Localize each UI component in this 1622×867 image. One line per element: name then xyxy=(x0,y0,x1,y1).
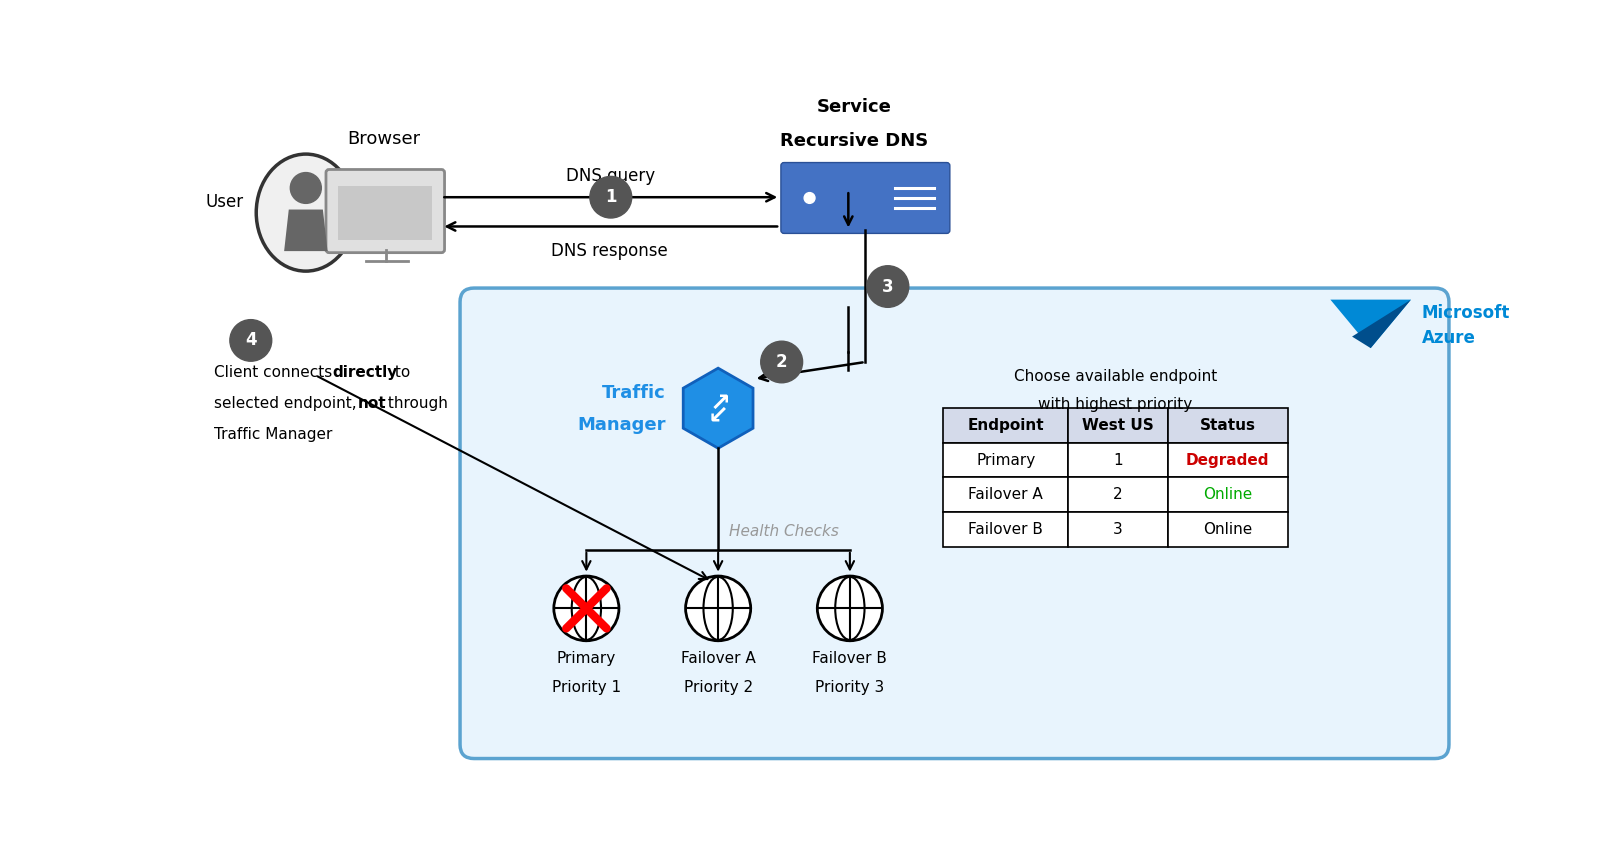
Text: Priority 1: Priority 1 xyxy=(551,680,621,695)
Text: directly: directly xyxy=(333,365,397,380)
Text: Endpoint: Endpoint xyxy=(967,418,1045,433)
Polygon shape xyxy=(1353,300,1411,349)
Bar xyxy=(1168,478,1288,512)
FancyBboxPatch shape xyxy=(461,288,1448,759)
Text: Choose available endpoint: Choose available endpoint xyxy=(1014,368,1216,383)
Circle shape xyxy=(805,192,814,204)
FancyBboxPatch shape xyxy=(780,162,950,233)
Circle shape xyxy=(817,576,882,641)
Text: DNS response: DNS response xyxy=(551,242,668,260)
Text: Failover A: Failover A xyxy=(968,487,1043,502)
Circle shape xyxy=(553,576,620,641)
Text: 2: 2 xyxy=(1113,487,1122,502)
Bar xyxy=(1069,478,1168,512)
Bar xyxy=(1069,443,1168,478)
Bar xyxy=(1168,408,1288,443)
Bar xyxy=(1168,443,1288,478)
Circle shape xyxy=(590,176,631,218)
Text: Failover B: Failover B xyxy=(813,651,887,666)
Text: Browser: Browser xyxy=(347,130,420,148)
Polygon shape xyxy=(284,210,328,251)
Text: DNS query: DNS query xyxy=(566,166,655,185)
Bar xyxy=(942,478,1069,512)
Text: User: User xyxy=(206,192,243,211)
Bar xyxy=(1069,512,1168,547)
Text: selected endpoint,: selected endpoint, xyxy=(214,396,362,411)
Text: 3: 3 xyxy=(882,277,894,296)
Text: Status: Status xyxy=(1200,418,1255,433)
Text: Traffic: Traffic xyxy=(602,384,665,401)
Ellipse shape xyxy=(256,154,355,271)
Text: through: through xyxy=(383,396,448,411)
Text: Online: Online xyxy=(1204,522,1252,537)
Circle shape xyxy=(230,320,272,362)
Bar xyxy=(1168,512,1288,547)
Text: West US: West US xyxy=(1082,418,1153,433)
Bar xyxy=(1069,408,1168,443)
FancyBboxPatch shape xyxy=(326,169,444,252)
Circle shape xyxy=(866,266,908,307)
Text: Health Checks: Health Checks xyxy=(728,524,839,539)
Text: Traffic Manager: Traffic Manager xyxy=(214,427,333,441)
Text: Client connects: Client connects xyxy=(214,365,337,380)
Text: Online: Online xyxy=(1204,487,1252,502)
Bar xyxy=(942,408,1069,443)
Text: to: to xyxy=(391,365,410,380)
Circle shape xyxy=(761,342,803,382)
Text: 1: 1 xyxy=(1113,453,1122,467)
Text: 1: 1 xyxy=(605,188,616,206)
Text: Priority 3: Priority 3 xyxy=(816,680,884,695)
Polygon shape xyxy=(1330,300,1411,349)
Text: Microsoft: Microsoft xyxy=(1422,304,1510,323)
Text: Primary: Primary xyxy=(556,651,616,666)
Text: ↗: ↗ xyxy=(709,392,730,415)
Text: Service: Service xyxy=(816,98,890,115)
Polygon shape xyxy=(683,368,753,448)
Text: Failover B: Failover B xyxy=(968,522,1043,537)
Circle shape xyxy=(290,173,321,204)
Bar xyxy=(942,512,1069,547)
Text: ↙: ↙ xyxy=(707,404,728,428)
Text: with highest priority: with highest priority xyxy=(1038,397,1192,412)
Bar xyxy=(339,186,431,240)
Text: Primary: Primary xyxy=(976,453,1035,467)
Text: 3: 3 xyxy=(1113,522,1122,537)
Text: Failover A: Failover A xyxy=(681,651,756,666)
Circle shape xyxy=(686,576,751,641)
Text: Priority 2: Priority 2 xyxy=(683,680,753,695)
Text: not: not xyxy=(358,396,386,411)
Text: 2: 2 xyxy=(775,353,788,371)
Bar xyxy=(942,443,1069,478)
Text: Manager: Manager xyxy=(577,416,665,434)
Text: Degraded: Degraded xyxy=(1186,453,1270,467)
Text: Azure: Azure xyxy=(1422,329,1476,347)
Text: Recursive DNS: Recursive DNS xyxy=(780,133,928,150)
Text: 4: 4 xyxy=(245,331,256,349)
